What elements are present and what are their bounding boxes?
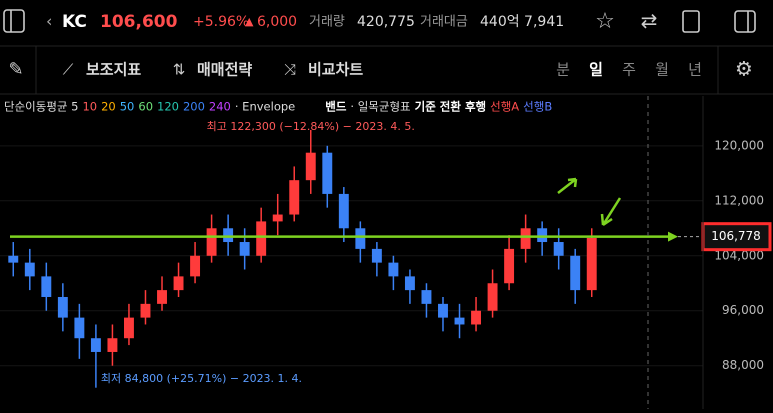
candle-body [305, 152, 316, 181]
icons-bg [570, 0, 773, 44]
legend-item: 밴드 [325, 100, 347, 114]
period-tab[interactable]: 월 [655, 61, 669, 79]
candle-body [90, 338, 101, 352]
draw-icon[interactable]: ✎ [8, 59, 23, 80]
candle-body [8, 255, 19, 263]
period-tab[interactable]: 분 [556, 61, 570, 79]
toolbar-item[interactable]: 매매전략 [197, 61, 252, 79]
candle-body [24, 262, 35, 277]
candle-body [74, 317, 85, 339]
candle-body [421, 290, 432, 304]
legend-item: · 일목균형표 [350, 100, 410, 114]
y-tick-label: 112,000 [714, 193, 764, 207]
favorite-icon[interactable]: ☆ [595, 9, 615, 34]
candle-body [371, 248, 382, 263]
candle-body [586, 237, 597, 291]
legend-item: 60 [138, 100, 153, 114]
indicator-icon: ⟋ [63, 61, 74, 79]
candle-body [239, 242, 250, 256]
candle-body [570, 255, 581, 291]
legend-item: 20 [101, 100, 116, 114]
up-icon: ▲ [245, 15, 254, 28]
panel-icon[interactable] [734, 10, 756, 33]
high-note: 최고 122,300 (−12.84%) − 2023. 4. 5. [207, 120, 415, 133]
candle-body [41, 276, 52, 297]
legend-item: 50 [120, 100, 135, 114]
compare-icon: ⤨ [284, 61, 296, 79]
candle-body [289, 180, 300, 215]
period-tab[interactable]: 일 [589, 61, 603, 79]
legend-item: 단순이동평균 5 [4, 100, 78, 114]
candle-body [124, 317, 134, 339]
legend-item: 120 [157, 100, 179, 114]
toolbar-item[interactable]: 보조지표 [86, 61, 141, 79]
volume-label: 거래량 [309, 15, 345, 30]
order-icon[interactable] [682, 10, 700, 33]
candle-body [256, 221, 267, 256]
candle-body [206, 228, 217, 256]
candle-body [107, 338, 118, 352]
candle-body [553, 242, 564, 256]
candle-body [57, 296, 68, 318]
candle-body [173, 276, 184, 291]
candle-body [322, 152, 333, 194]
candle-body [520, 228, 531, 249]
candle-body [438, 303, 448, 318]
toolbar-item[interactable]: 비교차트 [308, 61, 363, 79]
strategy-icon: ⇅ [173, 61, 186, 79]
candle-body [388, 262, 399, 277]
candle-body [140, 303, 151, 318]
volume: 420,775 [357, 14, 415, 30]
swap-icon[interactable]: ⇄ [641, 9, 658, 33]
back-arrow[interactable]: ‹ [46, 12, 52, 31]
y-tick-label: 104,000 [714, 248, 764, 262]
legend-item: 240 [209, 100, 231, 114]
candle-body [157, 290, 167, 304]
arrow-annotation [557, 177, 578, 194]
candle-body [404, 276, 415, 291]
legend-item: 후행 [465, 100, 486, 114]
arrow-annotation [600, 197, 622, 227]
candle-body [537, 228, 548, 243]
candle-body [338, 193, 349, 229]
candle-body [272, 214, 283, 222]
legend-item: 전환 [440, 100, 462, 114]
amount: 440억 7,941 [480, 14, 564, 30]
candle-body [355, 228, 366, 249]
candle-body [190, 255, 201, 277]
period-tab[interactable]: 년 [688, 61, 702, 79]
low-note: 최저 84,800 (+25.71%) − 2023. 1. 4. [101, 372, 302, 385]
symbol: KC [62, 12, 87, 32]
menu-icon[interactable] [3, 9, 25, 33]
y-tick-label: 120,000 [714, 138, 764, 152]
candle-body [504, 248, 515, 284]
legend-item: · Envelope [235, 100, 295, 114]
legend-item: 10 [82, 100, 97, 114]
y-tick-label: 88,000 [722, 358, 764, 372]
price: 106,600 [100, 12, 178, 32]
change-pct: +5.96% [193, 14, 249, 30]
legend-item: 200 [183, 100, 205, 114]
change: 6,000 [257, 14, 297, 30]
current-price-arrow [668, 231, 678, 242]
current-price-label: 106,778 [711, 229, 761, 243]
legend-item: 선행B [523, 100, 552, 114]
current-price-box [701, 222, 772, 252]
candle-body [487, 283, 498, 311]
amount-label: 거래대금 [420, 15, 468, 30]
candle-body [471, 310, 481, 325]
period-tab[interactable]: 주 [622, 61, 636, 79]
candle-body [454, 317, 465, 325]
indicator-legend: 단순이동평균 5 10 20 50 60 120 200 240 · Envelope 밴드 · 일… [4, 100, 552, 114]
legend-item: 기준 [415, 100, 437, 114]
y-tick-label: 96,000 [722, 303, 764, 317]
candle-body [223, 228, 234, 243]
price-chart: 88,000 96,000 104,000 112,000 120,000 106,778… [0, 120, 772, 388]
legend-item: 선행A [490, 100, 519, 114]
settings-icon[interactable]: ⚙ [735, 57, 753, 81]
toolbar: 보조지표 매매전략 비교차트 분 일 주 월 년 [86, 61, 702, 79]
